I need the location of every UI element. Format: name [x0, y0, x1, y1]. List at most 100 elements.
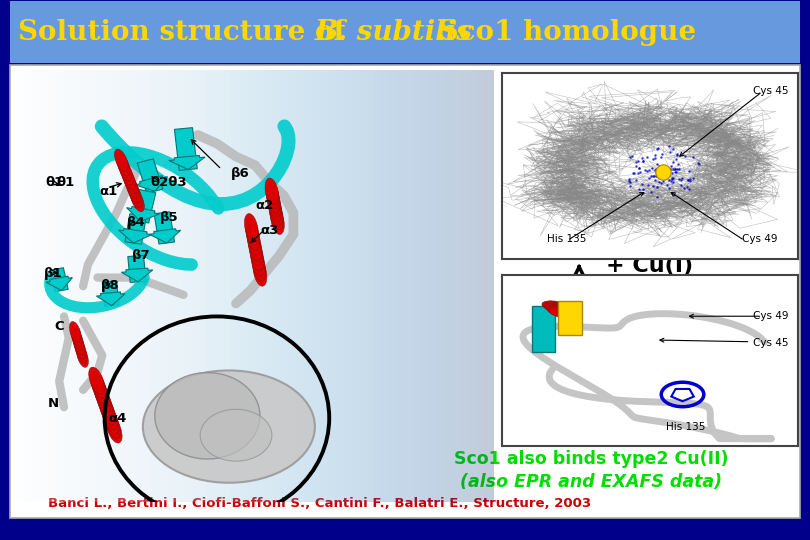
Text: Cys 45: Cys 45	[753, 339, 789, 348]
Text: N: N	[47, 397, 58, 410]
Ellipse shape	[544, 303, 571, 313]
FancyArrow shape	[118, 228, 151, 243]
Text: β5: β5	[160, 211, 178, 224]
FancyArrow shape	[169, 156, 205, 170]
Text: C: C	[54, 320, 64, 333]
Ellipse shape	[247, 229, 261, 255]
Ellipse shape	[543, 302, 570, 312]
Text: Cys 45: Cys 45	[753, 86, 789, 96]
Text: θ2θ3: θ2θ3	[150, 176, 186, 189]
Ellipse shape	[548, 306, 574, 316]
Text: α4: α4	[108, 412, 126, 425]
Ellipse shape	[117, 153, 130, 176]
Ellipse shape	[266, 183, 279, 209]
Ellipse shape	[251, 249, 265, 276]
Text: θ1: θ1	[57, 176, 75, 189]
Text: Cys 49: Cys 49	[753, 311, 789, 321]
Bar	[10, 1, 800, 63]
Ellipse shape	[101, 403, 117, 430]
Text: Sco1 homologue: Sco1 homologue	[429, 18, 697, 45]
Ellipse shape	[267, 191, 281, 218]
Ellipse shape	[200, 409, 272, 461]
Ellipse shape	[245, 214, 258, 240]
Text: β7: β7	[132, 249, 151, 262]
Ellipse shape	[246, 224, 260, 251]
Ellipse shape	[118, 158, 132, 180]
Ellipse shape	[245, 219, 259, 245]
Ellipse shape	[143, 370, 315, 483]
Text: B. subtilis: B. subtilis	[314, 18, 472, 45]
Text: β6: β6	[232, 167, 250, 180]
Ellipse shape	[250, 244, 264, 271]
Polygon shape	[137, 159, 163, 193]
Ellipse shape	[546, 305, 573, 315]
Ellipse shape	[93, 381, 109, 407]
Ellipse shape	[254, 260, 266, 286]
Text: β1: β1	[44, 267, 62, 280]
Ellipse shape	[89, 367, 104, 394]
Text: Solution structure of: Solution structure of	[18, 18, 355, 45]
Ellipse shape	[106, 416, 122, 443]
Polygon shape	[128, 255, 146, 282]
Ellipse shape	[268, 195, 282, 222]
Ellipse shape	[126, 176, 139, 198]
Polygon shape	[154, 212, 174, 244]
Polygon shape	[102, 281, 119, 306]
FancyArrow shape	[46, 276, 72, 291]
Polygon shape	[132, 190, 156, 223]
FancyArrow shape	[135, 176, 168, 191]
Ellipse shape	[123, 172, 137, 194]
Ellipse shape	[155, 373, 260, 459]
Ellipse shape	[266, 186, 280, 213]
Polygon shape	[50, 268, 68, 292]
Ellipse shape	[122, 167, 135, 190]
Ellipse shape	[98, 394, 114, 421]
Ellipse shape	[548, 307, 575, 317]
Ellipse shape	[130, 190, 144, 212]
Text: (also EPR and EXAFS data): (also EPR and EXAFS data)	[460, 472, 723, 491]
Text: β8: β8	[101, 279, 120, 292]
Ellipse shape	[73, 334, 85, 355]
Ellipse shape	[265, 178, 279, 205]
Ellipse shape	[75, 338, 86, 359]
FancyArrow shape	[96, 292, 125, 306]
Ellipse shape	[104, 411, 121, 438]
Ellipse shape	[92, 376, 108, 403]
Ellipse shape	[96, 389, 113, 416]
Text: His 135: His 135	[547, 234, 586, 244]
Ellipse shape	[129, 185, 143, 207]
Ellipse shape	[127, 180, 141, 203]
Ellipse shape	[549, 308, 576, 318]
Text: θ1: θ1	[46, 176, 64, 189]
Ellipse shape	[72, 330, 83, 350]
Text: + Cu(I): + Cu(I)	[606, 255, 693, 276]
FancyArrow shape	[126, 206, 160, 221]
Ellipse shape	[70, 321, 81, 342]
Text: α1: α1	[100, 185, 118, 198]
Ellipse shape	[103, 407, 119, 434]
Text: Sco1 also binds type2 Cu(II): Sco1 also binds type2 Cu(II)	[454, 450, 728, 468]
Ellipse shape	[75, 342, 87, 363]
Ellipse shape	[545, 303, 572, 314]
Ellipse shape	[542, 301, 569, 311]
Polygon shape	[125, 214, 147, 244]
Text: His 135: His 135	[666, 422, 706, 431]
Ellipse shape	[271, 208, 284, 234]
Text: Banci L., Bertini I., Ciofi-Baffoni S., Cantini F., Balatri E., Structure, 2003: Banci L., Bertini I., Ciofi-Baffoni S., …	[49, 497, 591, 510]
Ellipse shape	[95, 385, 111, 412]
Ellipse shape	[70, 326, 82, 347]
Polygon shape	[531, 306, 556, 352]
Ellipse shape	[269, 199, 283, 226]
Ellipse shape	[249, 239, 263, 266]
Text: α3: α3	[260, 224, 279, 237]
Ellipse shape	[270, 204, 284, 230]
FancyArrow shape	[122, 268, 153, 282]
Ellipse shape	[253, 254, 266, 281]
Text: α2: α2	[255, 199, 274, 212]
Text: Cys 49: Cys 49	[742, 234, 777, 244]
FancyArrow shape	[149, 229, 181, 243]
Ellipse shape	[114, 149, 128, 172]
Text: β4: β4	[127, 216, 146, 229]
Ellipse shape	[100, 399, 116, 425]
Polygon shape	[174, 127, 198, 171]
